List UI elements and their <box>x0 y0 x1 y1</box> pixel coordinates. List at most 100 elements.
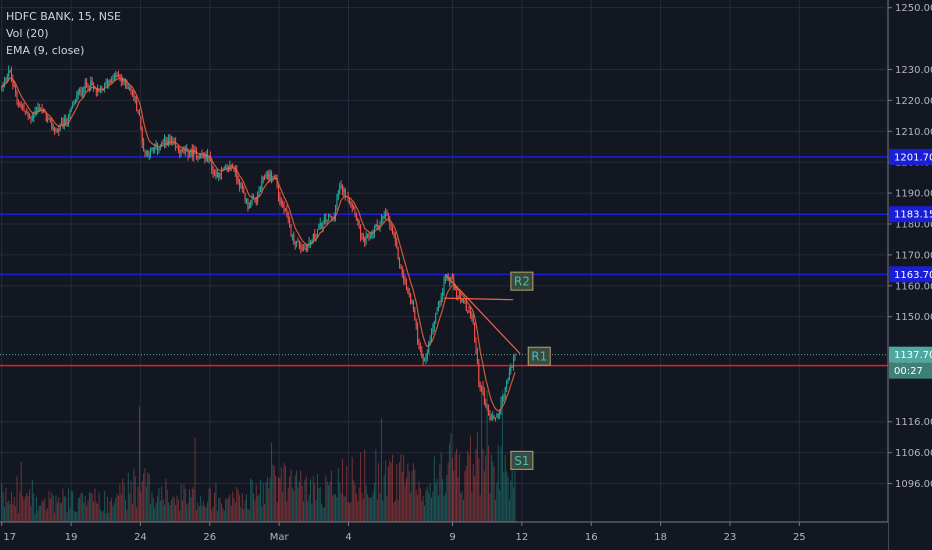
candle-body <box>108 81 110 85</box>
time-axis[interactable]: 17 19 24 26 Mar 4 9 12 16 18 23 25 <box>0 521 888 550</box>
volume-bar <box>325 475 327 522</box>
volume-bar <box>336 497 338 522</box>
candle-body <box>193 149 195 157</box>
volume-bar <box>176 495 178 522</box>
volume-bar <box>447 462 449 522</box>
volume-bar <box>276 502 278 522</box>
candle-body <box>177 146 179 151</box>
volume-bar <box>379 493 381 522</box>
volume-bar <box>319 486 321 522</box>
volume-bar <box>404 484 406 522</box>
candle-body <box>497 414 499 416</box>
volume-bar <box>496 482 498 522</box>
candle-body <box>476 350 478 363</box>
level-marker-r1[interactable]: R1 <box>527 346 551 366</box>
price-tick-label: 1190.00 <box>895 189 932 200</box>
volume-bar <box>310 478 312 522</box>
volume-indicator-label[interactable]: Vol (20) <box>6 27 49 40</box>
volume-bar <box>314 484 316 522</box>
symbol-label[interactable]: HDFC BANK, 15, NSE <box>6 10 121 23</box>
candle-body <box>244 193 246 201</box>
volume-bar <box>460 493 462 522</box>
volume-bar <box>362 498 364 522</box>
volume-bar <box>390 462 392 522</box>
volume-bar <box>305 476 307 522</box>
volume-bar <box>95 502 97 522</box>
volume-bar <box>340 492 342 522</box>
candle-body <box>362 237 364 239</box>
candle-body <box>500 399 502 411</box>
trend-line[interactable] <box>445 274 521 355</box>
volume-bar <box>214 492 216 522</box>
level-marker-s1[interactable]: S1 <box>510 450 534 470</box>
candle-body <box>387 215 389 219</box>
candle-body <box>163 139 165 144</box>
candle-body <box>432 327 434 334</box>
candle-body <box>358 221 360 225</box>
price-tick-label: 1150.00 <box>895 312 932 323</box>
volume-bar <box>298 481 300 522</box>
candle-body <box>424 359 426 361</box>
volume-bar <box>316 473 318 522</box>
candle-body <box>40 109 42 111</box>
candle-body <box>65 118 67 123</box>
level-markers[interactable]: R2 R1 S1 <box>510 271 551 470</box>
volume-bar <box>266 477 268 522</box>
candle-body <box>485 402 487 406</box>
volume-bar <box>474 476 476 522</box>
volume-bar <box>355 493 357 522</box>
volume-bar <box>2 492 4 522</box>
candle-body <box>24 110 26 112</box>
candle-body <box>207 153 209 162</box>
volume-bar <box>326 481 328 522</box>
volume-bar <box>500 446 502 522</box>
volume-bar <box>17 512 19 522</box>
candle-body <box>344 188 346 197</box>
price-tag-bg <box>889 346 932 363</box>
candle-body <box>439 301 441 303</box>
volume-bar <box>315 500 317 522</box>
candle-body <box>254 199 256 201</box>
candle-body <box>354 207 356 215</box>
price-tag-bg <box>889 362 932 379</box>
candle-body <box>469 312 471 316</box>
volume-bar <box>115 497 117 522</box>
candle-body <box>453 279 455 286</box>
volume-bar <box>508 500 510 522</box>
candle-body <box>410 293 412 304</box>
volume-bar <box>269 477 271 522</box>
volume-bar <box>250 478 252 522</box>
trend-line[interactable] <box>443 297 514 301</box>
candle-body <box>197 155 199 158</box>
candle-body <box>464 302 466 304</box>
candle-body <box>36 110 38 112</box>
candle-body <box>489 413 491 419</box>
volume-bar <box>392 454 394 522</box>
trend-lines[interactable] <box>443 274 521 355</box>
candle-body <box>298 241 300 248</box>
volume-bar <box>243 509 245 522</box>
candle-body <box>161 143 163 147</box>
volume-bar <box>147 472 149 522</box>
candle-body <box>240 183 242 188</box>
volume-bar <box>47 508 49 522</box>
candle-body <box>129 88 131 90</box>
candle-body <box>113 74 115 76</box>
candle-body <box>315 235 317 237</box>
level-marker-r2[interactable]: R2 <box>510 271 534 291</box>
volume-bar <box>421 501 423 522</box>
volume-bar <box>403 455 405 522</box>
volume-bar <box>180 484 182 522</box>
volume-bar <box>471 492 473 522</box>
ema-indicator-label[interactable]: EMA (9, close) <box>6 44 85 57</box>
candle-body <box>396 241 398 247</box>
candle-body <box>198 155 200 158</box>
candle-body <box>456 290 458 296</box>
candle-body <box>176 145 178 147</box>
volume-bar <box>34 513 36 522</box>
volume-bar <box>461 491 463 522</box>
volume-bar <box>428 492 430 522</box>
volume-bar <box>230 505 232 522</box>
candle-body <box>30 118 32 120</box>
